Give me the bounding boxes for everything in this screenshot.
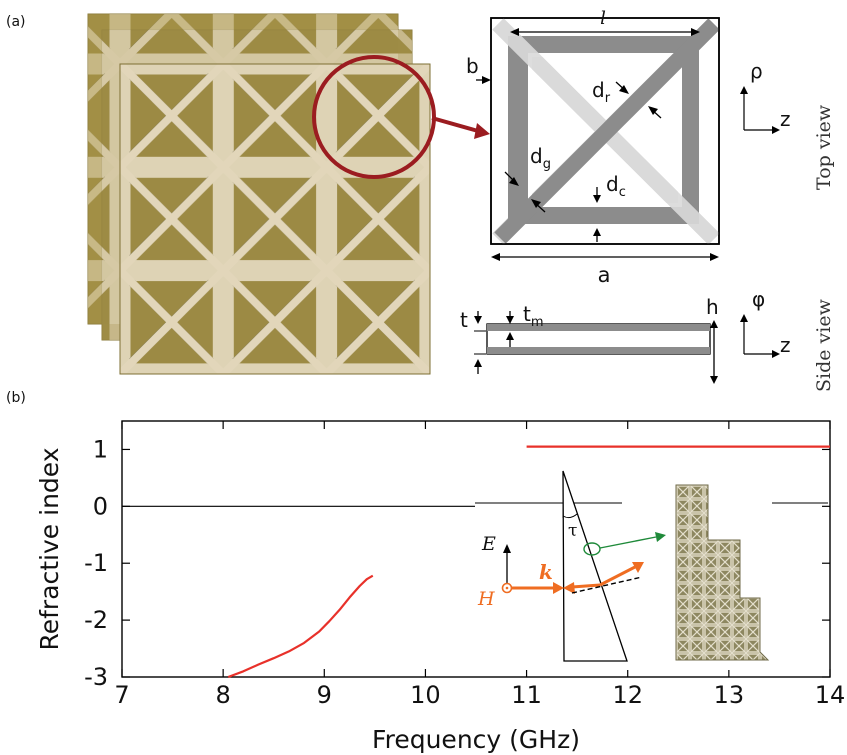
axis-phi: φ <box>752 287 765 311</box>
e-field-arrow: E <box>481 533 511 584</box>
y-axis-title: Refractive index <box>35 447 64 650</box>
x-tick-label: 11 <box>511 681 542 709</box>
dim-dr: dr <box>592 78 611 106</box>
dim-dc: dc <box>606 172 626 200</box>
h-field-marker: H <box>477 582 513 610</box>
dim-b: b <box>466 54 479 78</box>
x-tick-label: 14 <box>815 681 846 709</box>
x-tick-label: 12 <box>612 681 643 709</box>
y-tick-label: -1 <box>84 549 108 577</box>
e-label: E <box>481 533 496 555</box>
x-tick-label: 8 <box>216 681 231 709</box>
top-view-schematic: l b dr dg dc a <box>466 8 720 287</box>
plot-frame <box>121 420 831 678</box>
axis-rho: ρ <box>750 59 763 83</box>
panel-b-label: (b) <box>6 390 26 406</box>
zoom-arrow <box>431 116 490 139</box>
series-line-1 <box>227 574 374 679</box>
dim-tm: tm <box>523 302 544 330</box>
y-tick-label: -3 <box>84 663 108 691</box>
x-tick-label: 9 <box>317 681 332 709</box>
x-tick-label: 7 <box>114 681 129 709</box>
dim-dg: dg <box>530 144 551 172</box>
x-tick-label: 10 <box>410 681 441 709</box>
y-tick-label: 1 <box>93 435 108 463</box>
top-view-axes: ρ z Top view <box>740 59 835 190</box>
x-axis-title: Frequency (GHz) <box>372 725 580 754</box>
axis-z-top: z <box>780 107 791 131</box>
axis-z-side: z <box>780 333 791 357</box>
x-tick-label: 13 <box>714 681 745 709</box>
h-label: H <box>477 588 495 610</box>
prism-inset: τ E H k <box>475 470 828 670</box>
k-label: k <box>539 560 553 584</box>
top-view-caption: Top view <box>813 104 835 190</box>
side-view-caption: Side view <box>813 298 835 392</box>
dim-l: l <box>600 8 606 29</box>
dim-a: a <box>598 263 611 287</box>
dim-h: h <box>706 295 719 319</box>
y-tick-label: 0 <box>93 492 108 520</box>
metamaterial-photo <box>87 13 431 375</box>
side-view-schematic: t tm h <box>460 295 719 384</box>
prism-sample-photo <box>675 484 770 661</box>
panel-a-label: (a) <box>6 14 26 30</box>
prism <box>562 470 628 662</box>
dim-t: t <box>460 308 468 332</box>
k-vector-arrow: k <box>512 560 644 594</box>
side-view-axes: φ z Side view <box>740 287 835 392</box>
tau-label: τ <box>568 521 577 541</box>
y-tick-label: -2 <box>84 606 108 634</box>
sample-pointer-arrow <box>583 532 666 556</box>
